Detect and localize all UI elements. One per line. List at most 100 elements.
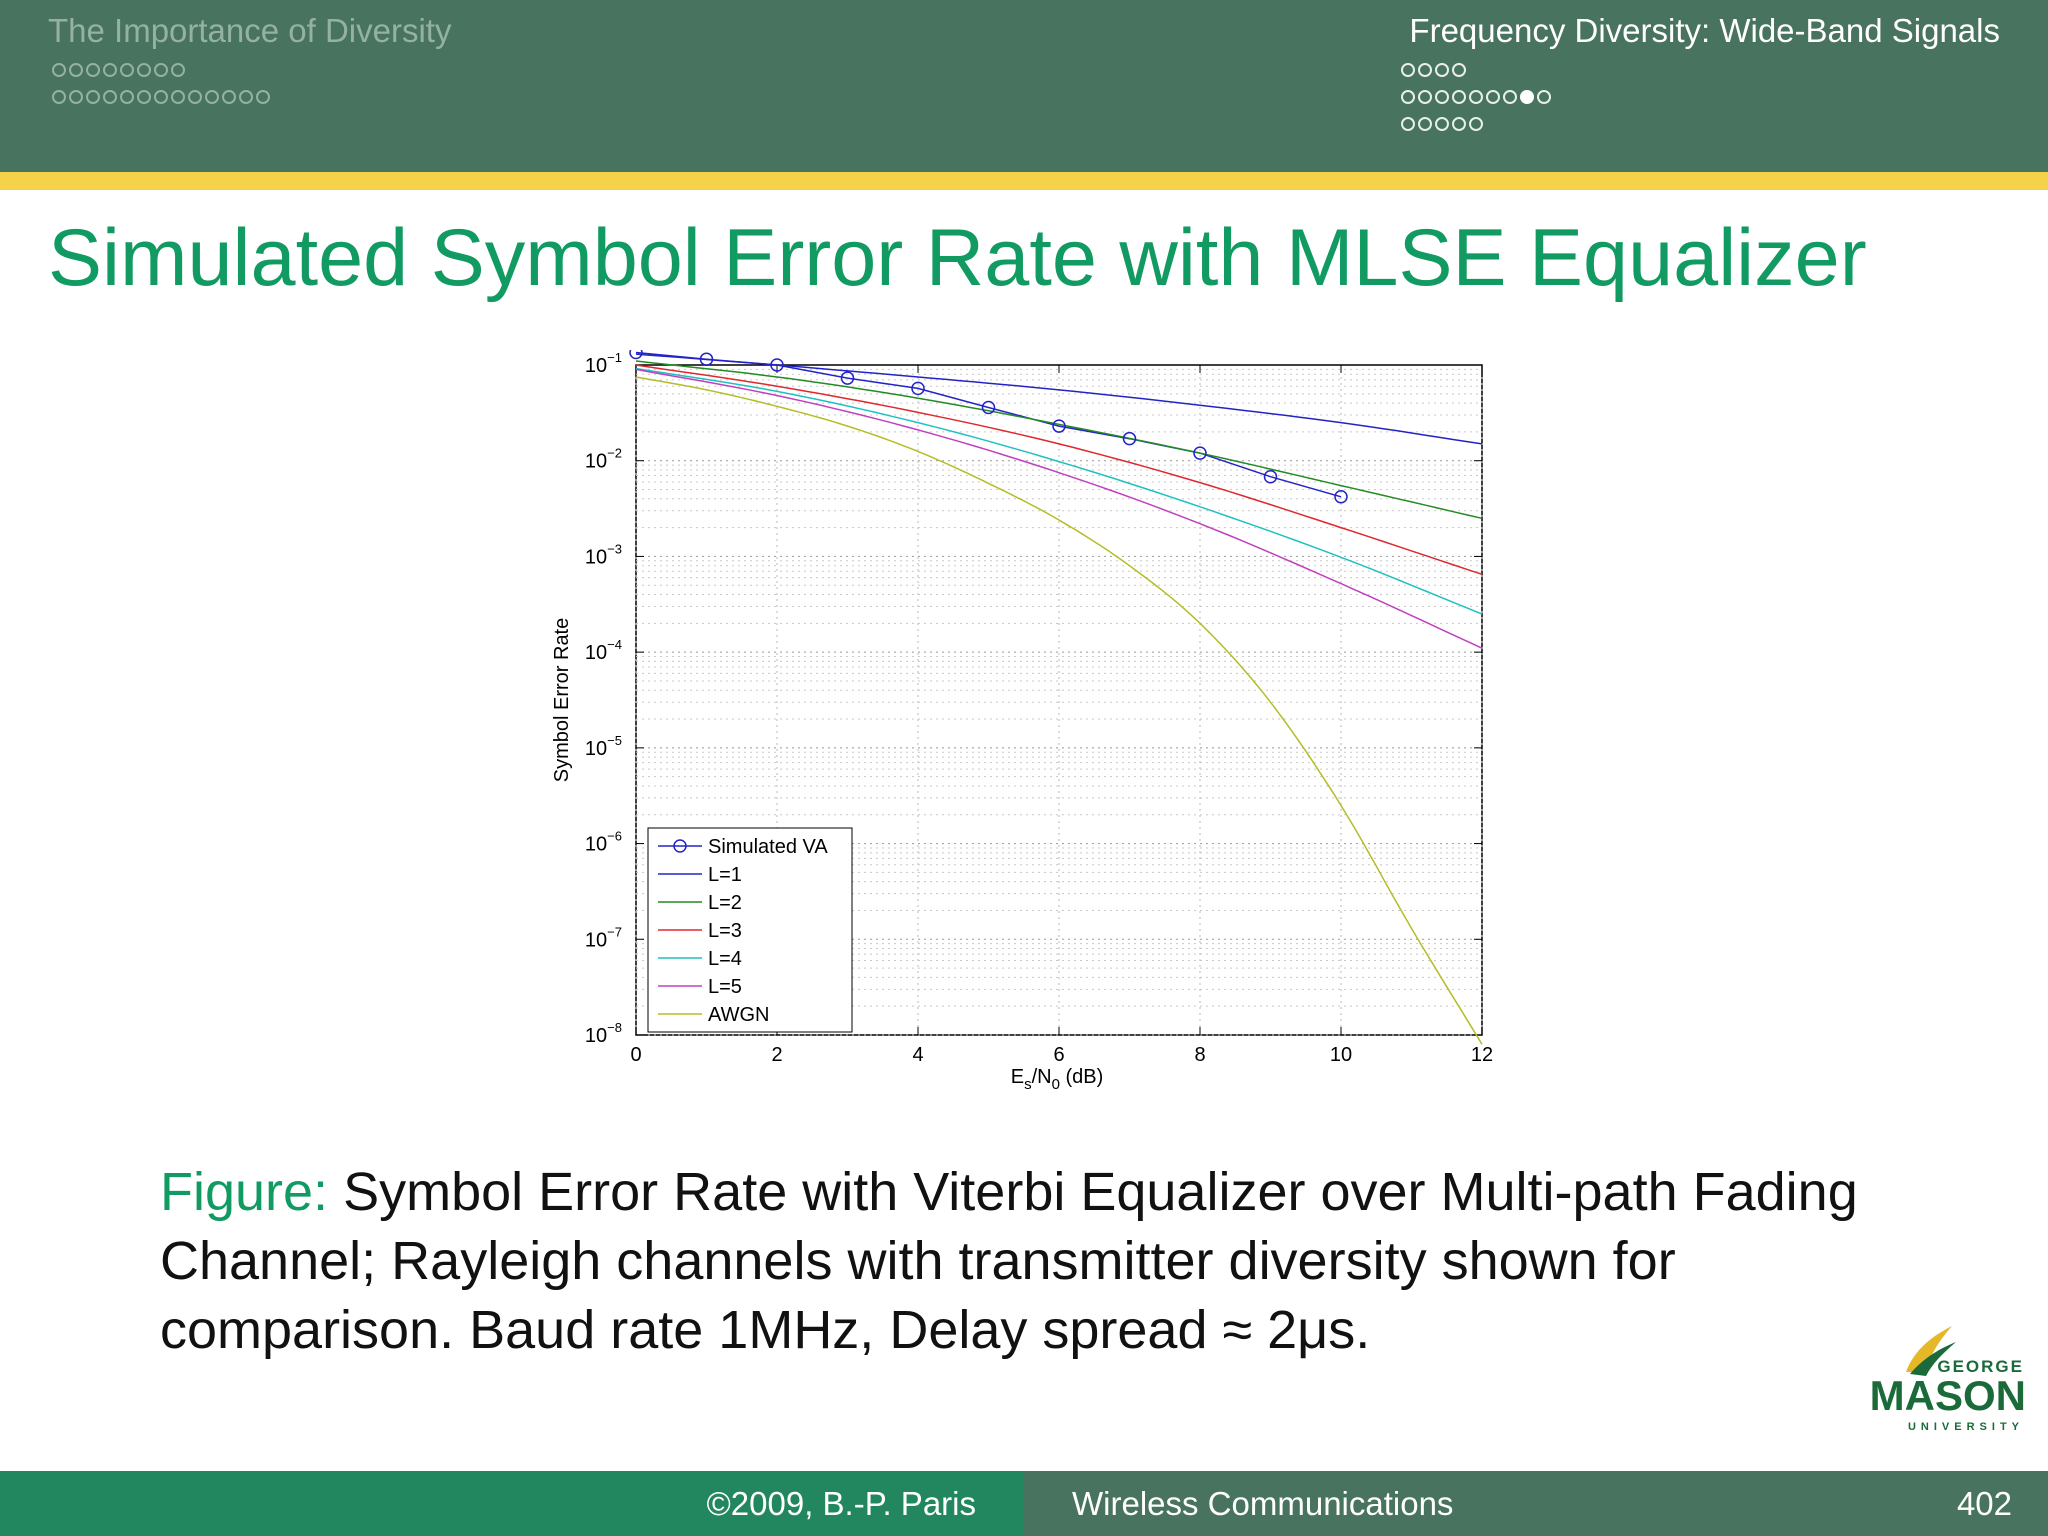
y-tick-label: 10−5 bbox=[585, 733, 622, 760]
x-axis-label: Es/N0 (dB) bbox=[1011, 1066, 1104, 1093]
nav-dot[interactable] bbox=[103, 63, 117, 77]
nav-dot[interactable] bbox=[239, 90, 253, 104]
nav-dot[interactable] bbox=[103, 90, 117, 104]
header-stripe bbox=[0, 172, 2048, 190]
caption-text: Symbol Error Rate with Viterbi Equalizer… bbox=[160, 1162, 1858, 1360]
nav-dot[interactable] bbox=[1418, 63, 1432, 77]
series-line-l-2 bbox=[635, 360, 1483, 520]
nav-dot[interactable] bbox=[69, 63, 83, 77]
nav-dot[interactable] bbox=[171, 63, 185, 77]
nav-section-right[interactable]: Frequency Diversity: Wide-Band Signals bbox=[1409, 12, 2000, 49]
data-point bbox=[840, 371, 855, 385]
footer-bar: ©2009, B.-P. Paris Wireless Communicatio… bbox=[0, 1471, 2048, 1536]
nav-dot[interactable] bbox=[1452, 63, 1466, 77]
nav-dot[interactable] bbox=[1537, 90, 1551, 104]
nav-dot[interactable] bbox=[1418, 117, 1432, 131]
data-point bbox=[1263, 469, 1278, 484]
footer-left: ©2009, B.-P. Paris bbox=[0, 1471, 1024, 1536]
nav-dot[interactable] bbox=[69, 90, 83, 104]
slide-title: Simulated Symbol Error Rate with MLSE Eq… bbox=[48, 213, 1867, 303]
nav-dot[interactable] bbox=[1503, 90, 1517, 104]
data-point bbox=[699, 352, 714, 366]
legend-label: L=1 bbox=[708, 864, 742, 886]
nav-dot[interactable] bbox=[1469, 90, 1483, 104]
nav-dot[interactable] bbox=[137, 63, 151, 77]
legend-label: L=4 bbox=[708, 948, 742, 970]
figure-caption: Figure: Symbol Error Rate with Viterbi E… bbox=[160, 1158, 1880, 1365]
y-tick-label: 10−8 bbox=[585, 1020, 622, 1047]
logo-swoosh-icon bbox=[1910, 1342, 1956, 1376]
legend-label: L=3 bbox=[708, 920, 742, 942]
header-bar: The Importance of Diversity Frequency Di… bbox=[0, 0, 2048, 172]
nav-dots-left-row-2[interactable] bbox=[52, 90, 270, 104]
nav-dot[interactable] bbox=[171, 90, 185, 104]
nav-dot[interactable] bbox=[1401, 90, 1415, 104]
nav-dot[interactable] bbox=[1435, 90, 1449, 104]
x-tick-label: 4 bbox=[912, 1044, 923, 1066]
data-point bbox=[770, 358, 784, 372]
ser-chart: 0 2 4 6 8 10 12 10−1 10−2 10−3 10−4 10−5 10−6 10−7 10−… bbox=[551, 350, 1493, 1093]
series-line-awgn bbox=[635, 376, 1483, 1045]
nav-dot[interactable] bbox=[1520, 90, 1534, 104]
nav-dot[interactable] bbox=[137, 90, 151, 104]
nav-dot[interactable] bbox=[256, 90, 270, 104]
nav-dot[interactable] bbox=[52, 63, 66, 77]
series-line-l-3 bbox=[635, 364, 1483, 576]
nav-dot[interactable] bbox=[120, 63, 134, 77]
footer-course: Wireless Communications bbox=[1072, 1484, 1454, 1522]
nav-dot[interactable] bbox=[1435, 63, 1449, 77]
nav-dot[interactable] bbox=[154, 90, 168, 104]
nav-dot[interactable] bbox=[1452, 117, 1466, 131]
y-tick-label: 10−2 bbox=[585, 446, 622, 473]
y-tick-label: 10−7 bbox=[585, 924, 622, 951]
nav-dot[interactable] bbox=[1401, 117, 1415, 131]
data-point bbox=[1052, 419, 1066, 433]
legend-label: L=5 bbox=[708, 976, 742, 998]
nav-dot[interactable] bbox=[86, 90, 100, 104]
legend-marker bbox=[673, 839, 687, 853]
nav-dot[interactable] bbox=[1486, 90, 1500, 104]
logo-line-1: GEORGE bbox=[1937, 1357, 2024, 1376]
series-line-l-1 bbox=[635, 353, 1483, 445]
nav-dot[interactable] bbox=[1435, 117, 1449, 131]
x-tick-label: 8 bbox=[1194, 1044, 1205, 1066]
nav-dots-right-row-1[interactable] bbox=[1401, 63, 1466, 77]
nav-dot[interactable] bbox=[1452, 90, 1466, 104]
nav-dots-right-row-3[interactable] bbox=[1401, 117, 1483, 131]
nav-dot[interactable] bbox=[1401, 63, 1415, 77]
data-point bbox=[1193, 446, 1207, 460]
nav-dot[interactable] bbox=[1469, 117, 1483, 131]
nav-dot[interactable] bbox=[120, 90, 134, 104]
data-point bbox=[911, 381, 925, 396]
series-lines bbox=[635, 351, 1483, 1045]
y-tick-label: 10−4 bbox=[585, 637, 622, 664]
nav-dot[interactable] bbox=[205, 90, 219, 104]
nav-dot[interactable] bbox=[222, 90, 236, 104]
legend-label: AWGN bbox=[708, 1004, 769, 1026]
series-line-l-4 bbox=[635, 367, 1483, 615]
x-tick-label: 2 bbox=[771, 1044, 782, 1066]
x-tick-label: 0 bbox=[630, 1044, 641, 1066]
y-tick-label: 10−6 bbox=[585, 829, 622, 856]
nav-dot[interactable] bbox=[188, 90, 202, 104]
axis-ticks: 0 2 4 6 8 10 12 10−1 10−2 10−3 10−4 10−5 10−6 10−7 10−… bbox=[585, 350, 1493, 1066]
nav-dot[interactable] bbox=[1418, 90, 1432, 104]
x-tick-label: 12 bbox=[1471, 1044, 1493, 1066]
caption-label: Figure: bbox=[160, 1162, 329, 1222]
logo-line-3: UNIVERSITY bbox=[1908, 1421, 2024, 1433]
legend-label: Simulated VA bbox=[708, 836, 828, 858]
nav-section-left[interactable]: The Importance of Diversity bbox=[48, 12, 452, 49]
x-tick-label: 6 bbox=[1053, 1044, 1064, 1066]
series-line-l-5 bbox=[635, 368, 1483, 649]
gmu-logo: GEORGE MASON UNIVERSITY bbox=[1870, 1326, 2026, 1433]
nav-dot[interactable] bbox=[86, 63, 100, 77]
nav-dot[interactable] bbox=[52, 90, 66, 104]
logo-flame-icon bbox=[1906, 1326, 1952, 1372]
nav-dot[interactable] bbox=[154, 63, 168, 77]
footer-page-number: 402 bbox=[1956, 1484, 2012, 1522]
nav-dots-right-row-2[interactable] bbox=[1401, 90, 1551, 104]
y-tick-label: 10−3 bbox=[585, 541, 622, 568]
nav-dots-left-row-1[interactable] bbox=[52, 63, 185, 77]
data-point bbox=[981, 400, 996, 415]
logo-line-2: MASON bbox=[1870, 1372, 2026, 1419]
